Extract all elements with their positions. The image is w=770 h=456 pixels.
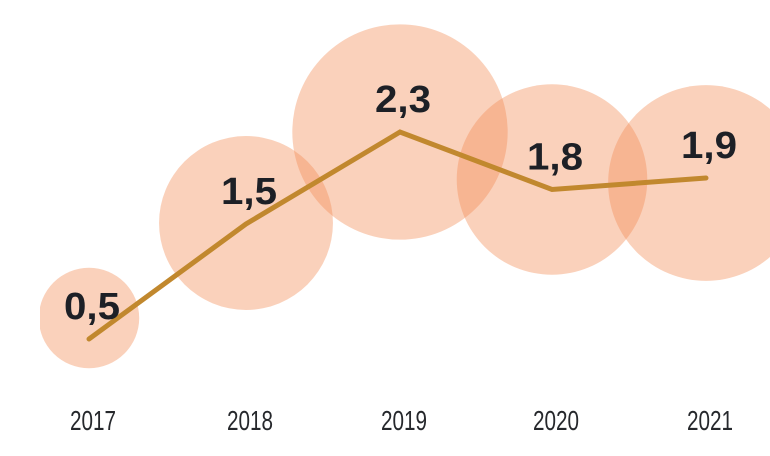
trend-line <box>86 129 709 342</box>
axis-label-2018: 2018 <box>227 405 273 436</box>
value-label-2020: 1,8 <box>527 137 583 179</box>
axis-label-2020: 2020 <box>533 405 579 436</box>
value-label-2019: 2,3 <box>375 79 431 121</box>
value-label-2017: 0,5 <box>64 286 120 328</box>
axis-label-layer: 2017 2018 2019 2020 2021 <box>70 405 733 436</box>
bubble-line-chart: 0,5 1,5 2,3 1,8 1,9 2017 2018 2019 2020 2021 <box>40 24 770 436</box>
value-label-layer: 0,5 1,5 2,3 1,8 1,9 <box>64 79 737 328</box>
axis-label-2021: 2021 <box>687 405 733 436</box>
bubble-2021 <box>608 85 770 281</box>
line-layer <box>86 129 709 342</box>
chart-canvas: 0,5 1,5 2,3 1,8 1,9 2017 2018 2019 2020 2021 <box>40 16 770 440</box>
axis-label-2019: 2019 <box>381 405 427 436</box>
value-label-2021: 1,9 <box>681 125 737 167</box>
bubble-layer <box>40 24 770 369</box>
value-label-2018: 1,5 <box>221 171 277 213</box>
bubble-2017 <box>40 267 140 369</box>
bubble-2020 <box>456 84 648 275</box>
axis-label-2017: 2017 <box>70 405 116 436</box>
